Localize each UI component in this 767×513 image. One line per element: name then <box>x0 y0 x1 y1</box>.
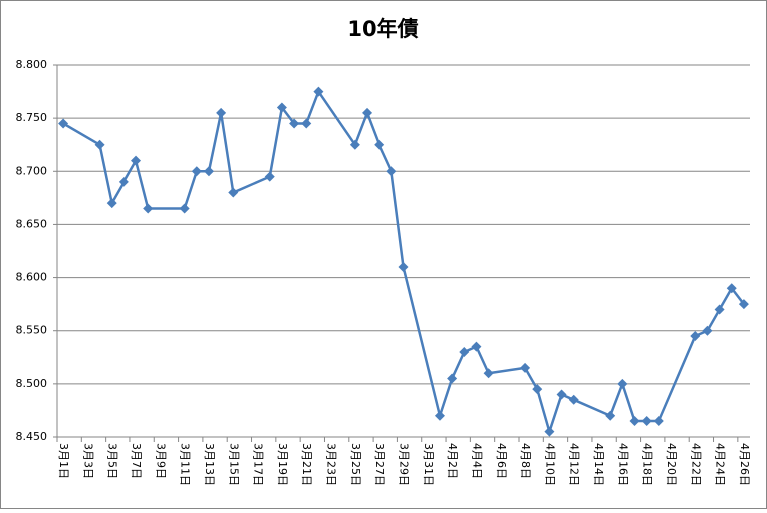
x-tick-label: 4月2日 <box>446 443 459 479</box>
data-point <box>398 261 409 272</box>
x-tick-label: 3月27日 <box>373 443 386 486</box>
data-point <box>459 346 470 357</box>
chart-title: 10年債 <box>347 17 418 41</box>
x-tick-label: 4月24日 <box>714 443 727 486</box>
data-point <box>434 410 445 421</box>
data-point <box>313 86 324 97</box>
data-point <box>702 325 713 336</box>
data-point <box>386 166 397 177</box>
x-tick-label: 4月6日 <box>495 443 508 479</box>
x-tick-label: 3月1日 <box>57 443 70 479</box>
data-point <box>544 426 555 437</box>
data-point <box>726 283 737 294</box>
data-point <box>276 102 287 113</box>
x-tick-label: 4月4日 <box>470 443 483 479</box>
data-point <box>131 155 142 166</box>
data-point <box>374 139 385 150</box>
data-point <box>690 331 701 342</box>
data-point <box>264 171 275 182</box>
data-point <box>605 410 616 421</box>
data-point <box>106 198 117 209</box>
data-point <box>617 378 628 389</box>
data-point <box>203 166 214 177</box>
x-tick-label: 3月17日 <box>252 443 265 486</box>
x-tick-label: 4月22日 <box>689 443 702 486</box>
x-tick-label: 3月11日 <box>179 443 192 486</box>
y-tick-label: 8.550 <box>16 324 48 337</box>
y-tick-label: 8.800 <box>16 58 48 71</box>
x-tick-label: 4月26日 <box>738 443 751 486</box>
y-tick-label: 8.750 <box>16 111 48 124</box>
data-point <box>447 373 458 384</box>
data-point <box>179 203 190 214</box>
x-tick-label: 4月16日 <box>616 443 629 486</box>
data-point <box>738 299 749 310</box>
y-tick-label: 8.700 <box>16 164 48 177</box>
x-tick-label: 3月21日 <box>300 443 313 486</box>
data-point <box>349 139 360 150</box>
data-point <box>483 368 494 379</box>
x-tick-label: 4月20日 <box>665 443 678 486</box>
x-tick-label: 3月3日 <box>81 443 94 479</box>
y-tick-label: 8.450 <box>16 430 48 443</box>
x-tick-label: 3月25日 <box>349 443 362 486</box>
x-tick-label: 3月9日 <box>154 443 167 479</box>
x-tick-label: 3月15日 <box>227 443 240 486</box>
data-point <box>568 394 579 405</box>
x-tick-label: 3月5日 <box>106 443 119 479</box>
y-tick-label: 8.600 <box>16 271 48 284</box>
data-point <box>520 362 531 373</box>
data-point <box>228 187 239 198</box>
data-point <box>556 389 567 400</box>
data-point <box>143 203 154 214</box>
x-tick-label: 4月8日 <box>519 443 532 479</box>
data-point <box>118 176 129 187</box>
x-tick-label: 3月19日 <box>276 443 289 486</box>
data-point <box>301 118 312 129</box>
data-point <box>629 416 640 427</box>
data-point <box>653 416 664 427</box>
x-tick-label: 4月12日 <box>568 443 581 486</box>
data-point <box>471 341 482 352</box>
x-tick-label: 3月29日 <box>398 443 411 486</box>
x-tick-label: 3月31日 <box>422 443 435 486</box>
y-tick-label: 8.500 <box>16 377 48 390</box>
x-tick-label: 4月18日 <box>641 443 654 486</box>
x-tick-label: 3月7日 <box>130 443 143 479</box>
data-point <box>362 107 373 118</box>
y-tick-label: 8.650 <box>16 217 48 230</box>
x-tick-label: 4月14日 <box>592 443 605 486</box>
data-point <box>289 118 300 129</box>
data-point <box>532 384 543 395</box>
data-point <box>58 118 69 129</box>
x-tick-label: 3月23日 <box>325 443 338 486</box>
data-point <box>641 416 652 427</box>
x-tick-label: 4月10日 <box>543 443 556 486</box>
data-point <box>191 166 202 177</box>
data-point <box>216 107 227 118</box>
data-point <box>714 304 725 315</box>
x-tick-label: 3月13日 <box>203 443 216 486</box>
data-point <box>94 139 105 150</box>
